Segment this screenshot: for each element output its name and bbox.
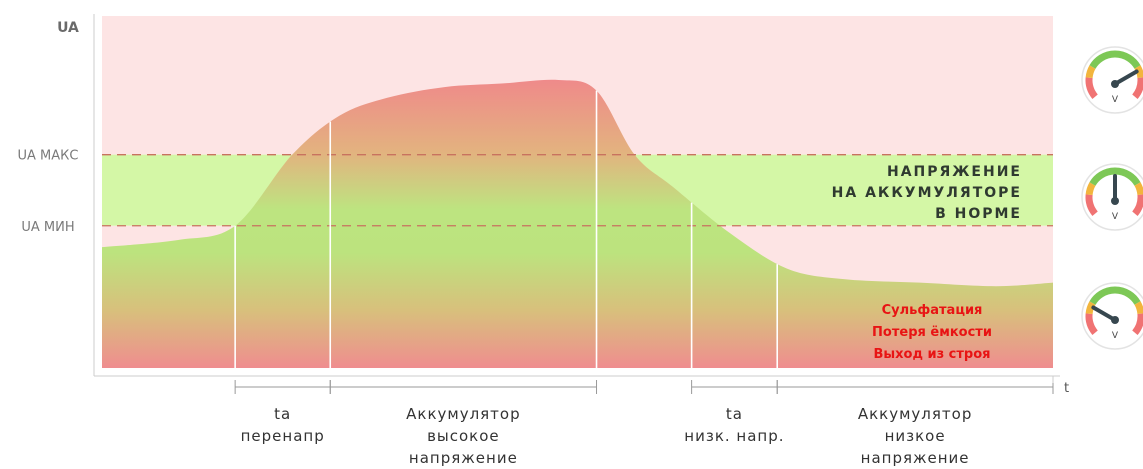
gauge-hub bbox=[1111, 80, 1119, 88]
x-axis-label: t bbox=[1064, 381, 1069, 396]
gauge-unit: V bbox=[1112, 212, 1119, 222]
normal-zone-annotation: НАПРЯЖЕНИЕ НА АККУМУЛЯТОРЕ В НОРМЕ bbox=[832, 164, 1022, 222]
interval-label-line: ta bbox=[726, 405, 743, 423]
gauge-hub bbox=[1111, 197, 1119, 205]
gauge-scale bbox=[1089, 286, 1141, 305]
interval-label-line: низк. напр. bbox=[684, 427, 784, 445]
time-intervals: ta перенапр Аккумулятор высокое напряжение ta… bbox=[234, 376, 1054, 467]
warning-annotation: Сульфатация Потеря ёмкости Выход из строя bbox=[872, 303, 992, 362]
voltage-area bbox=[102, 79, 1053, 368]
interval-label-line: Аккумулятор bbox=[858, 405, 973, 423]
normal-annotation-line: НАПРЯЖЕНИЕ bbox=[887, 164, 1022, 180]
gauge-needle bbox=[1113, 69, 1139, 86]
y-axis-label: UA bbox=[57, 20, 79, 36]
interval-1: Аккумулятор высокое напряжение bbox=[329, 380, 598, 467]
interval-label-line: напряжение bbox=[861, 449, 970, 467]
gauge-scale bbox=[1085, 182, 1096, 196]
threshold-label-1: UA МИН bbox=[21, 220, 74, 235]
warning-annotation-line: Выход из строя bbox=[873, 347, 990, 362]
interval-label-line: напряжение bbox=[409, 449, 518, 467]
gauge-scale bbox=[1085, 313, 1098, 335]
interval-markers bbox=[234, 90, 779, 368]
interval-label-line: Аккумулятор bbox=[406, 405, 521, 423]
interval-3: Аккумулятор низкое напряжение bbox=[776, 380, 1054, 467]
gauge-scale bbox=[1134, 182, 1143, 196]
interval-2: ta низк. напр. bbox=[684, 380, 784, 445]
voltmeter-gauges: V V V bbox=[1081, 46, 1143, 350]
gauge-scale bbox=[1089, 50, 1141, 69]
gauge-scale bbox=[1085, 77, 1098, 99]
interval-label-line: низкое bbox=[885, 427, 946, 445]
gauge-scale bbox=[1085, 301, 1096, 315]
gauge-unit: V bbox=[1112, 95, 1119, 105]
gauge-scale bbox=[1085, 65, 1096, 79]
gauge-hub bbox=[1111, 316, 1119, 324]
interval-label-line: высокое bbox=[427, 427, 500, 445]
gauge-scale bbox=[1132, 313, 1143, 335]
gauge-scale bbox=[1089, 167, 1141, 186]
threshold-lines bbox=[102, 154, 1053, 227]
gauge-needle bbox=[1091, 305, 1117, 322]
threshold-label-0: UA МАКС bbox=[18, 149, 79, 164]
interval-label-line: ta bbox=[274, 405, 291, 423]
normal-annotation-line: НА АККУМУЛЯТОРЕ bbox=[832, 185, 1022, 201]
gauge-low: V bbox=[1081, 282, 1143, 350]
threshold-labels: UA МАКС UA МИН bbox=[18, 149, 79, 235]
gauge-scale bbox=[1134, 65, 1143, 79]
gauge-normal: V bbox=[1081, 163, 1143, 231]
interval-label-line: перенапр bbox=[241, 427, 325, 445]
gauge-scale bbox=[1132, 194, 1143, 216]
gauge-high: V bbox=[1081, 46, 1143, 114]
warning-annotation-line: Потеря ёмкости bbox=[872, 325, 992, 340]
interval-0: ta перенапр bbox=[234, 380, 331, 445]
gauge-scale bbox=[1132, 77, 1143, 99]
warning-annotation-line: Сульфатация bbox=[882, 303, 983, 318]
gauge-unit: V bbox=[1112, 331, 1119, 341]
normal-annotation-line: В НОРМЕ bbox=[935, 206, 1022, 222]
gauge-scale bbox=[1134, 301, 1143, 315]
gauge-scale bbox=[1085, 194, 1098, 216]
